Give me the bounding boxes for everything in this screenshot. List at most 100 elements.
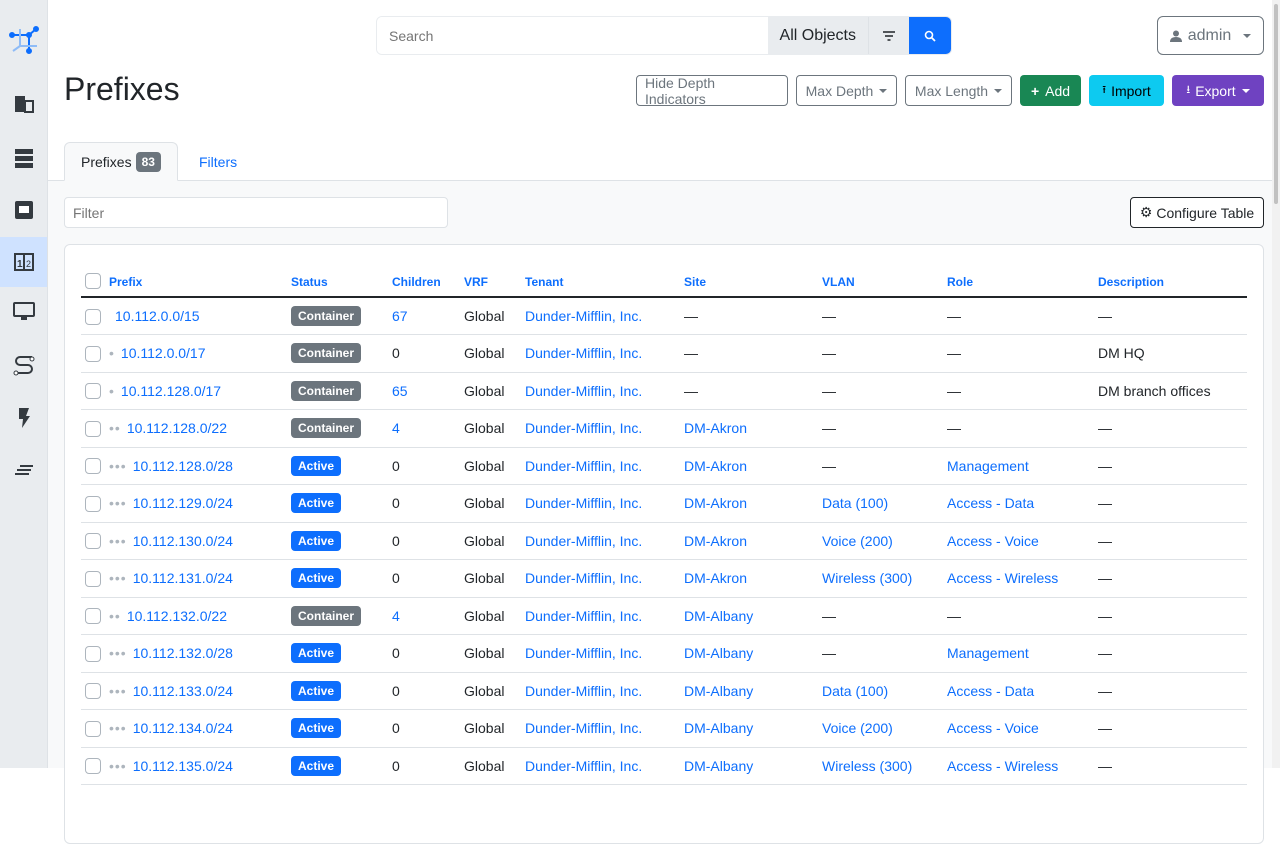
- row-checkbox[interactable]: [85, 758, 101, 775]
- column-header-vrf[interactable]: VRF: [460, 265, 521, 298]
- tab-filters[interactable]: Filters: [199, 153, 238, 170]
- vlan-link[interactable]: Wireless (300): [822, 757, 913, 774]
- prefix-link[interactable]: 10.112.130.0/24: [132, 532, 233, 549]
- site-link[interactable]: DM-Albany: [684, 682, 754, 699]
- connections-icon[interactable]: [0, 192, 47, 228]
- site-link[interactable]: DM-Albany: [684, 720, 754, 737]
- devices-icon[interactable]: [0, 140, 47, 176]
- hide-depth-indicators-button[interactable]: Hide Depth Indicators: [636, 75, 788, 107]
- tenant-link[interactable]: Dunder-Mifflin, Inc.: [525, 420, 643, 437]
- virtualization-icon[interactable]: [0, 294, 47, 330]
- other-icon[interactable]: [0, 452, 47, 488]
- search-scope-select[interactable]: All Objects: [767, 17, 869, 54]
- role-link[interactable]: Access - Data: [947, 682, 1035, 699]
- tenant-link[interactable]: Dunder-Mifflin, Inc.: [525, 495, 643, 512]
- search-filter-button[interactable]: [869, 17, 909, 54]
- select-all-checkbox[interactable]: [85, 273, 101, 289]
- role-link[interactable]: Access - Voice: [947, 720, 1039, 737]
- max-depth-dropdown[interactable]: Max Depth: [796, 75, 897, 106]
- tenant-link[interactable]: Dunder-Mifflin, Inc.: [525, 345, 643, 362]
- role-link[interactable]: Management: [947, 645, 1029, 662]
- column-header-children[interactable]: Children: [388, 265, 460, 298]
- site-link[interactable]: DM-Akron: [684, 457, 748, 474]
- user-menu-button[interactable]: admin: [1157, 16, 1264, 55]
- column-header-site[interactable]: Site: [680, 265, 818, 298]
- column-header-role[interactable]: Role: [943, 265, 1094, 298]
- prefix-link[interactable]: 10.112.134.0/24: [132, 720, 233, 737]
- tenant-link[interactable]: Dunder-Mifflin, Inc.: [525, 457, 643, 474]
- table-filter-input[interactable]: [64, 197, 448, 228]
- row-checkbox[interactable]: [85, 645, 101, 662]
- vlan-link[interactable]: Data (100): [822, 495, 889, 512]
- vlan-link[interactable]: Voice (200): [822, 720, 893, 737]
- role-link[interactable]: Access - Data: [947, 495, 1035, 512]
- row-checkbox[interactable]: [85, 345, 101, 362]
- circuits-icon[interactable]: [0, 348, 47, 384]
- row-checkbox[interactable]: [85, 420, 101, 437]
- search-input[interactable]: [377, 17, 768, 54]
- tenant-link[interactable]: Dunder-Mifflin, Inc.: [525, 757, 643, 774]
- prefix-link[interactable]: 10.112.0.0/17: [120, 345, 206, 362]
- tenant-link[interactable]: Dunder-Mifflin, Inc.: [525, 570, 643, 587]
- prefix-link[interactable]: 10.112.0.0/15: [115, 308, 200, 324]
- tenant-link[interactable]: Dunder-Mifflin, Inc.: [525, 645, 643, 662]
- site-link[interactable]: DM-Albany: [684, 757, 754, 774]
- children-link[interactable]: 4: [392, 607, 400, 624]
- site-link[interactable]: DM-Akron: [684, 532, 748, 549]
- vlan-link[interactable]: Wireless (300): [822, 570, 913, 587]
- row-checkbox[interactable]: [85, 495, 101, 512]
- column-header-tenant[interactable]: Tenant: [521, 265, 680, 298]
- netbox-logo[interactable]: [0, 22, 47, 58]
- tenant-link[interactable]: Dunder-Mifflin, Inc.: [525, 308, 643, 324]
- prefix-link[interactable]: 10.112.129.0/24: [132, 495, 233, 512]
- row-checkbox[interactable]: [85, 383, 101, 400]
- row-checkbox[interactable]: [85, 683, 101, 700]
- row-checkbox[interactable]: [85, 458, 101, 475]
- add-button[interactable]: + Add: [1020, 75, 1081, 106]
- row-checkbox[interactable]: [85, 570, 101, 587]
- import-button[interactable]: ⭱ Import: [1089, 75, 1164, 106]
- prefix-link[interactable]: 10.112.132.0/22: [126, 607, 227, 624]
- children-link[interactable]: 65: [392, 382, 408, 399]
- column-header-prefix[interactable]: Prefix: [105, 265, 287, 298]
- row-checkbox[interactable]: [85, 533, 101, 550]
- prefix-link[interactable]: 10.112.128.0/22: [126, 420, 227, 437]
- organization-icon[interactable]: [0, 86, 47, 122]
- role-link[interactable]: Access - Wireless: [947, 570, 1059, 587]
- search-button[interactable]: [909, 17, 951, 54]
- vlan-link[interactable]: Voice (200): [822, 532, 893, 549]
- tenant-link[interactable]: Dunder-Mifflin, Inc.: [525, 532, 643, 549]
- children-link[interactable]: 67: [392, 308, 408, 324]
- column-header-description[interactable]: Description: [1094, 265, 1247, 298]
- prefix-link[interactable]: 10.112.128.0/17: [120, 382, 222, 399]
- column-header-status[interactable]: Status: [287, 265, 388, 298]
- role-link[interactable]: Access - Voice: [947, 532, 1039, 549]
- site-link[interactable]: DM-Albany: [684, 645, 754, 662]
- tenant-link[interactable]: Dunder-Mifflin, Inc.: [525, 607, 643, 624]
- prefix-link[interactable]: 10.112.132.0/28: [132, 645, 233, 662]
- vlan-link[interactable]: Data (100): [822, 682, 889, 699]
- row-checkbox[interactable]: [85, 308, 101, 325]
- prefix-link[interactable]: 10.112.128.0/28: [132, 457, 233, 474]
- column-header-vlan[interactable]: VLAN: [818, 265, 943, 298]
- site-link[interactable]: DM-Akron: [684, 420, 748, 437]
- tenant-link[interactable]: Dunder-Mifflin, Inc.: [525, 382, 643, 399]
- site-link[interactable]: DM-Akron: [684, 495, 748, 512]
- prefix-link[interactable]: 10.112.131.0/24: [132, 570, 233, 587]
- site-link[interactable]: DM-Akron: [684, 570, 748, 587]
- configure-table-button[interactable]: ⚙ Configure Table: [1130, 197, 1264, 228]
- prefix-link[interactable]: 10.112.133.0/24: [132, 682, 233, 699]
- site-link[interactable]: DM-Albany: [684, 607, 754, 624]
- row-checkbox[interactable]: [85, 608, 101, 625]
- power-icon[interactable]: [0, 400, 47, 436]
- tab-prefixes[interactable]: Prefixes 83: [64, 142, 178, 181]
- tenant-link[interactable]: Dunder-Mifflin, Inc.: [525, 682, 643, 699]
- role-link[interactable]: Access - Wireless: [947, 757, 1059, 774]
- row-checkbox[interactable]: [85, 720, 101, 737]
- children-link[interactable]: 4: [392, 420, 400, 437]
- export-dropdown[interactable]: ⭳ Export: [1172, 75, 1264, 106]
- tenant-link[interactable]: Dunder-Mifflin, Inc.: [525, 720, 643, 737]
- scrollbar[interactable]: [1272, 0, 1280, 768]
- prefix-link[interactable]: 10.112.135.0/24: [132, 757, 233, 774]
